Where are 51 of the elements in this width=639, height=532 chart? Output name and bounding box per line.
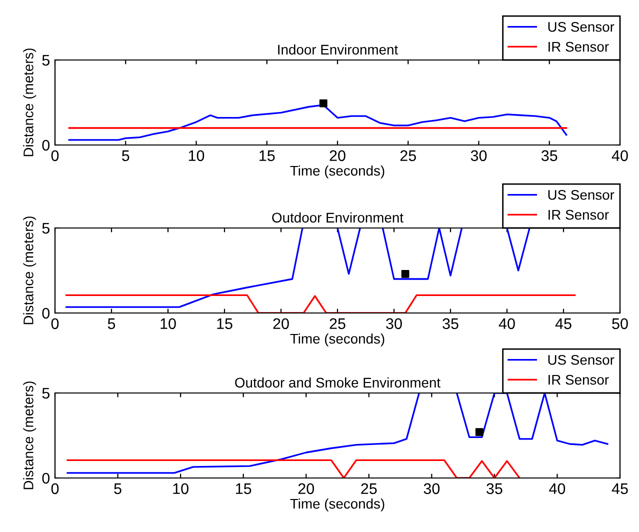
legend-label: US Sensor <box>548 190 614 200</box>
chart-title: Outdoor Environment <box>272 212 404 223</box>
legend-label: IR Sensor <box>548 42 609 52</box>
x-tick-label: 0 <box>51 483 59 494</box>
x-tick-label: 10 <box>160 318 176 330</box>
x-tick-label: 30 <box>424 483 440 494</box>
x-tick-label: 20 <box>273 318 289 330</box>
x-tick-label: 10 <box>188 150 204 162</box>
x-tick-label: 35 <box>442 318 458 330</box>
legend-label: IR Sensor <box>548 210 609 220</box>
chart-title: Outdoor and Smoke Environment <box>235 377 440 388</box>
chart-title: Indoor Environment <box>278 44 398 55</box>
x-tick-label: 15 <box>217 318 232 330</box>
x-tick-label: 40 <box>498 318 515 330</box>
x-tick-label: 45 <box>555 318 572 330</box>
x-tick-label: 5 <box>114 483 122 494</box>
x-tick-label: 5 <box>122 150 130 162</box>
x-tick-label: 45 <box>612 483 628 494</box>
x-tick-label: 15 <box>236 483 252 494</box>
y-axis-title: Distance (meters) <box>23 216 36 324</box>
y-tick-label: 5 <box>42 388 50 399</box>
x-tick-label: 0 <box>51 150 59 162</box>
legend-label: US Sensor <box>548 354 614 365</box>
x-axis-title: Time (seconds) <box>290 498 384 512</box>
x-tick-label: 10 <box>173 483 188 494</box>
x-tick-label: 25 <box>361 483 377 494</box>
x-tick-label: 20 <box>330 150 346 162</box>
y-axis-title: Distance (meters) <box>23 382 36 490</box>
y-tick-label: 5 <box>42 223 50 234</box>
x-tick-label: 35 <box>486 483 502 494</box>
x-axis-title: Time (seconds) <box>290 165 384 178</box>
x-tick-label: 20 <box>298 483 314 494</box>
x-axis-title: Time (seconds) <box>290 333 384 346</box>
x-tick-label: 0 <box>51 318 59 330</box>
x-tick-label: 30 <box>386 318 402 330</box>
x-tick-label: 15 <box>260 150 275 162</box>
y-tick-label: 0 <box>42 140 50 151</box>
y-tick-label: 0 <box>42 308 50 319</box>
y-tick-label: 0 <box>42 472 50 484</box>
x-tick-label: 30 <box>470 150 487 162</box>
x-tick-label: 35 <box>541 150 558 162</box>
x-tick-label: 5 <box>108 318 116 330</box>
y-axis-title: Distance (meters) <box>23 48 36 156</box>
x-tick-label: 40 <box>549 483 566 494</box>
x-tick-label: 40 <box>612 150 628 162</box>
x-tick-label: 25 <box>330 318 346 330</box>
x-tick-label: 25 <box>400 150 416 162</box>
legend-label: US Sensor <box>548 22 614 32</box>
x-tick-label: 50 <box>612 318 628 330</box>
y-tick-label: 5 <box>42 55 50 66</box>
legend-label: IR Sensor <box>548 374 609 385</box>
